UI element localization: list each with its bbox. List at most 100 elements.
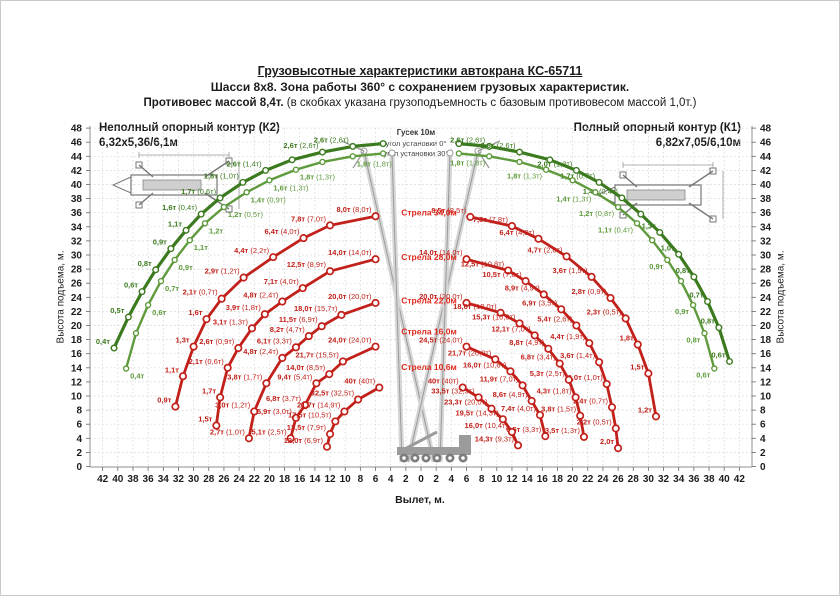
load-label: 0,6т [152, 308, 166, 317]
load-label: 3,0т (1,0т) [568, 373, 604, 382]
data-point-marker [462, 255, 471, 264]
page-subtitle: Шасси 8х8. Зона работы 360° с сохранение… [210, 80, 630, 94]
data-point-marker [278, 297, 287, 306]
load-label: 24,5т (24,0т) [419, 336, 463, 345]
data-point-marker [569, 177, 576, 184]
data-point-marker [539, 290, 548, 299]
load-label: 1,3т [175, 336, 189, 345]
data-point-marker [491, 355, 500, 364]
tick-label: 26 [613, 474, 625, 485]
data-point-marker [349, 142, 357, 150]
tick-label: 24 [760, 293, 772, 304]
load-label: 0,7т [689, 291, 703, 300]
load-label: 0,9т [675, 307, 689, 316]
tick-label: 32 [760, 236, 772, 247]
tick-label: 12 [324, 474, 336, 485]
tick-label: 24 [71, 293, 83, 304]
data-point-marker [298, 284, 307, 293]
load-label: 3,8т (1,5т) [541, 405, 577, 414]
tick-label: 22 [249, 474, 261, 485]
load-label: 2,4т (0,7т) [573, 396, 609, 405]
load-label: 32,5т (32,5т) [311, 389, 355, 398]
tick-label: 38 [127, 474, 139, 485]
load-label: 18,0т (15,7т) [294, 304, 338, 313]
tick-label: 44 [760, 152, 772, 163]
load-label: 2,3т (0,5т) [587, 307, 623, 316]
tick-label: 22 [760, 307, 772, 318]
data-point-marker [124, 313, 132, 321]
load-label: 9,4т (5,4т) [277, 372, 313, 381]
tick-label: 2 [433, 474, 439, 485]
tick-label: 6 [760, 420, 766, 431]
curve-k1-boom-22m [465, 301, 586, 439]
data-point-marker [637, 210, 645, 218]
data-point-marker [595, 178, 603, 186]
tick-label: 2 [403, 474, 409, 485]
boom-length-label: Стрела 28,0м [401, 252, 457, 262]
tick-label: 36 [71, 208, 83, 219]
curve-k2-boom-34m [174, 214, 377, 408]
tick-label: 42 [734, 474, 746, 485]
tick-label: 18 [279, 474, 291, 485]
data-point-marker [486, 153, 493, 160]
data-point-marker [244, 434, 253, 443]
load-label: 14,0т (8,5т) [286, 363, 326, 372]
data-point-marker [217, 294, 226, 303]
data-point-marker [496, 308, 505, 317]
load-label: 21,7т (15,5т) [296, 350, 340, 359]
data-point-marker [269, 253, 278, 262]
load-label: 10,5т (7,0т) [482, 270, 522, 279]
curve-k2-boom-28m [214, 257, 377, 427]
load-label: 8,9т (4,9т) [505, 283, 541, 292]
load-label: 1,8т (1,3т) [300, 173, 336, 182]
load-label: 3,9т (1,8т) [226, 303, 262, 312]
tick-label: 24 [597, 474, 609, 485]
load-label: 1,7т [202, 386, 216, 395]
data-point-marker [606, 293, 615, 303]
tick-label: 4 [76, 434, 82, 445]
load-label: 0,9т [649, 262, 663, 271]
data-point-marker [216, 393, 225, 402]
tick-label: 6 [76, 420, 82, 431]
tick-label: 18 [760, 335, 772, 346]
data-point-marker [239, 273, 248, 282]
load-label: 15,3т (10,8т) [472, 312, 516, 321]
tick-label: 32 [658, 474, 670, 485]
outrigger-contour-k2-label: Неполный опорный контур (К2) 6,32x5,36/6… [99, 121, 280, 151]
series-k1-boom-28m: 14,0т (14,0т) 12,5т (10,8т)10,5т (7,0т) 8,… [419, 248, 623, 453]
data-point-marker [167, 245, 175, 253]
load-label: 2,6т (2,6т) [314, 135, 350, 144]
load-label: 0,8т [138, 259, 152, 268]
tick-label: 6 [464, 474, 470, 485]
data-point-marker [611, 424, 620, 433]
data-point-marker [243, 189, 250, 196]
counterweight-note-rest: (в скобках указана грузоподъемность с ба… [283, 97, 697, 109]
data-point-marker [379, 140, 387, 148]
load-label: 3,6т (1,5т) [552, 266, 588, 275]
load-label: 2,1т (0,7т) [183, 288, 219, 297]
tick-label: 42 [760, 166, 772, 177]
tick-label: 34 [158, 474, 170, 485]
data-point-marker [572, 321, 581, 330]
load-label: 20,0т (20,0т) [328, 292, 372, 301]
tick-label: 38 [703, 474, 715, 485]
data-point-marker [555, 359, 564, 368]
tick-label: 14 [760, 363, 772, 374]
load-label: 2,6т (2,6т) [283, 141, 319, 150]
tick-label: 26 [218, 474, 230, 485]
data-point-marker [216, 194, 224, 202]
data-point-marker [288, 156, 296, 164]
data-point-marker [122, 365, 130, 372]
series-k2-boom-34m: 8,0т (8,0т) 7,8т (7,0т) 6,4т (4,0т) 4,4т (2… [157, 205, 380, 411]
load-label: 5,4т (2,6т) [537, 315, 573, 324]
load-label: 1,4т (1,3т) [556, 194, 592, 203]
data-point-marker [487, 404, 496, 413]
data-point-marker [564, 375, 573, 384]
load-label: 12,5т (10,8т) [461, 260, 505, 269]
load-label: 1,8т (1,8т) [450, 158, 486, 167]
boom-length-labels: Стрела 34,0м Стрела 28,0м Стрела 22,0м Стре… [401, 208, 457, 372]
data-point-marker [677, 277, 685, 285]
load-label: 1,5т [630, 362, 644, 371]
curve-k2-jib-30deg [124, 152, 385, 370]
